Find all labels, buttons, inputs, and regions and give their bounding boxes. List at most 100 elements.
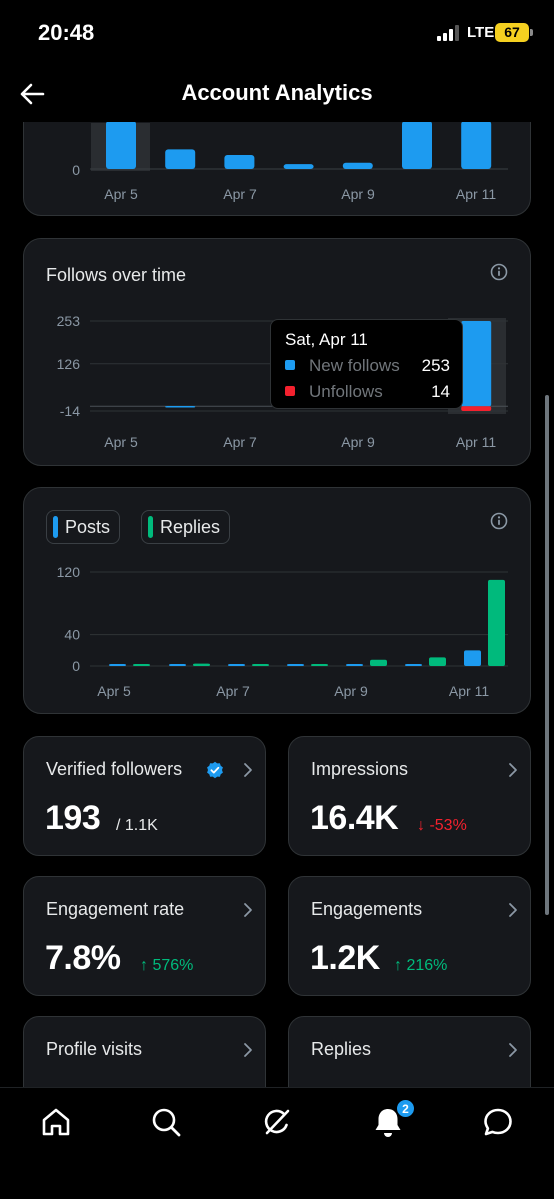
battery-tip	[530, 29, 533, 36]
bar	[461, 122, 492, 169]
bar-replies	[311, 664, 328, 666]
x-tick-label: Apr 9	[341, 186, 375, 202]
x-tick-label: Apr 11	[456, 186, 496, 202]
stat-value: 7.8%	[45, 939, 121, 977]
bar-unfollows	[461, 406, 492, 411]
stat-label: Verified followers	[46, 759, 183, 779]
chevron-right-icon	[244, 903, 252, 917]
tooltip-value-new: 253	[421, 356, 450, 375]
stat-label: Profile visits	[46, 1039, 143, 1059]
bar	[402, 122, 432, 169]
analytics-content[interactable]: 0 Apr 5 Apr 7 Apr 9 Apr 11 Follows over time…	[0, 122, 554, 1087]
stat-impressions[interactable]: Impressions 16.4K ↓ -53%	[288, 736, 531, 856]
bar-posts	[228, 664, 245, 666]
x-tick-label: Apr 7	[216, 683, 250, 699]
top-bar-chart: 0 Apr 5 Apr 7 Apr 9 Apr 11	[72, 122, 508, 202]
x-tick-label: Apr 7	[223, 434, 257, 450]
info-icon[interactable]	[490, 512, 508, 530]
tooltip-swatch-new	[285, 360, 295, 370]
x-tick-label: Apr 7	[223, 186, 257, 202]
x-tick-label: Apr 5	[97, 683, 131, 699]
bar-replies	[133, 664, 150, 666]
y-tick-label: -14	[60, 403, 80, 419]
y-tick-label: 0	[72, 162, 80, 178]
follows-over-time-card: Follows over time 253 126 -14 Apr 5 Apr 7 Apr…	[23, 238, 531, 466]
bar-posts	[287, 664, 304, 666]
stat-engagement-rate[interactable]: Engagement rate 7.8% ↑ 576%	[23, 876, 266, 996]
bar-replies	[370, 659, 387, 666]
tooltip-value-unfollows: 14	[431, 382, 450, 401]
page-title: Account Analytics	[181, 80, 373, 105]
bar	[342, 162, 373, 169]
messages-icon[interactable]	[478, 1102, 518, 1142]
bar-replies	[488, 579, 505, 666]
legend-posts-label: Posts	[65, 516, 111, 537]
stat-value: 16.4K	[310, 799, 399, 837]
grok-icon[interactable]	[257, 1102, 297, 1142]
posts-replies-bar-chart[interactable]: 120 40 0 Apr 5 Apr 7 Apr 9 Apr 11	[24, 488, 532, 715]
tooltip-label-unfollows: Unfollows	[309, 382, 383, 401]
chevron-right-icon	[244, 763, 252, 777]
bottom-navigation: 2	[0, 1087, 554, 1199]
x-tick-label: Apr 11	[456, 434, 496, 450]
stat-change: ↑ 576%	[140, 957, 194, 974]
verified-badge-icon	[207, 761, 223, 779]
battery-icon: 67	[495, 23, 529, 42]
status-time: 20:48	[38, 20, 95, 45]
y-tick-label: 40	[64, 627, 80, 643]
stat-verified-followers[interactable]: Verified followers 193 / 1.1K	[23, 736, 266, 856]
scrollbar[interactable]	[545, 395, 549, 915]
y-tick-label: 126	[57, 356, 81, 372]
tooltip-date: Sat, Apr 11	[285, 330, 368, 349]
stat-change: ↑ 216%	[394, 957, 448, 974]
notifications-bell-icon[interactable]	[368, 1102, 408, 1142]
legend-posts-toggle[interactable]: Posts	[46, 510, 121, 544]
bar-replies	[252, 664, 269, 666]
bar-posts	[109, 664, 126, 666]
stat-change: ↓ -53%	[417, 817, 467, 834]
bar	[165, 149, 196, 169]
y-tick-label: 0	[72, 658, 80, 674]
stat-replies[interactable]: Replies	[288, 1016, 531, 1087]
bar-posts	[169, 664, 186, 666]
bar-new-follows	[165, 405, 196, 408]
stat-label: Replies	[311, 1039, 372, 1059]
follows-card-title: Follows over time	[46, 265, 187, 285]
legend-replies-toggle[interactable]: Replies	[141, 510, 231, 544]
chevron-right-icon	[244, 1043, 252, 1057]
x-tick-label: Apr 5	[104, 434, 138, 450]
stat-total: / 1.1K	[116, 817, 158, 834]
x-tick-label: Apr 11	[449, 683, 489, 699]
chevron-right-icon	[509, 1043, 517, 1057]
bar-replies	[429, 657, 446, 666]
stat-profile-visits[interactable]: Profile visits	[23, 1016, 266, 1087]
replies-swatch	[148, 516, 153, 538]
stat-label: Impressions	[311, 759, 409, 779]
bar	[283, 164, 314, 169]
bar-replies	[193, 663, 210, 666]
x-tick-label: Apr 9	[334, 683, 368, 699]
back-arrow-icon[interactable]	[18, 80, 46, 108]
home-icon[interactable]	[36, 1102, 76, 1142]
search-icon[interactable]	[146, 1102, 186, 1142]
info-icon[interactable]	[490, 263, 508, 281]
top-app-bar: Account Analytics	[0, 66, 554, 122]
stat-label: Engagements	[311, 899, 423, 919]
bar-posts	[346, 664, 363, 666]
stat-engagements[interactable]: Engagements 1.2K ↑ 216%	[288, 876, 531, 996]
bar	[224, 155, 255, 169]
notifications-badge: 2	[396, 1099, 415, 1118]
impressions-chart-card: 0 Apr 5 Apr 7 Apr 9 Apr 11	[23, 122, 531, 216]
network-type: LTE	[467, 24, 495, 41]
tooltip-label-new: New follows	[309, 356, 400, 375]
legend-replies-label: Replies	[160, 516, 221, 537]
posts-swatch	[53, 516, 58, 538]
y-tick-label: 120	[57, 564, 81, 580]
chevron-right-icon	[509, 763, 517, 777]
stat-label: Engagement rate	[46, 899, 185, 919]
x-tick-label: Apr 5	[104, 186, 138, 202]
tooltip-swatch-unfollows	[285, 386, 295, 396]
bar-new-follows	[461, 321, 492, 407]
y-tick-label: 253	[57, 313, 81, 329]
chart-tooltip: Sat, Apr 11 New follows 253 Unfollows 14	[270, 319, 463, 409]
